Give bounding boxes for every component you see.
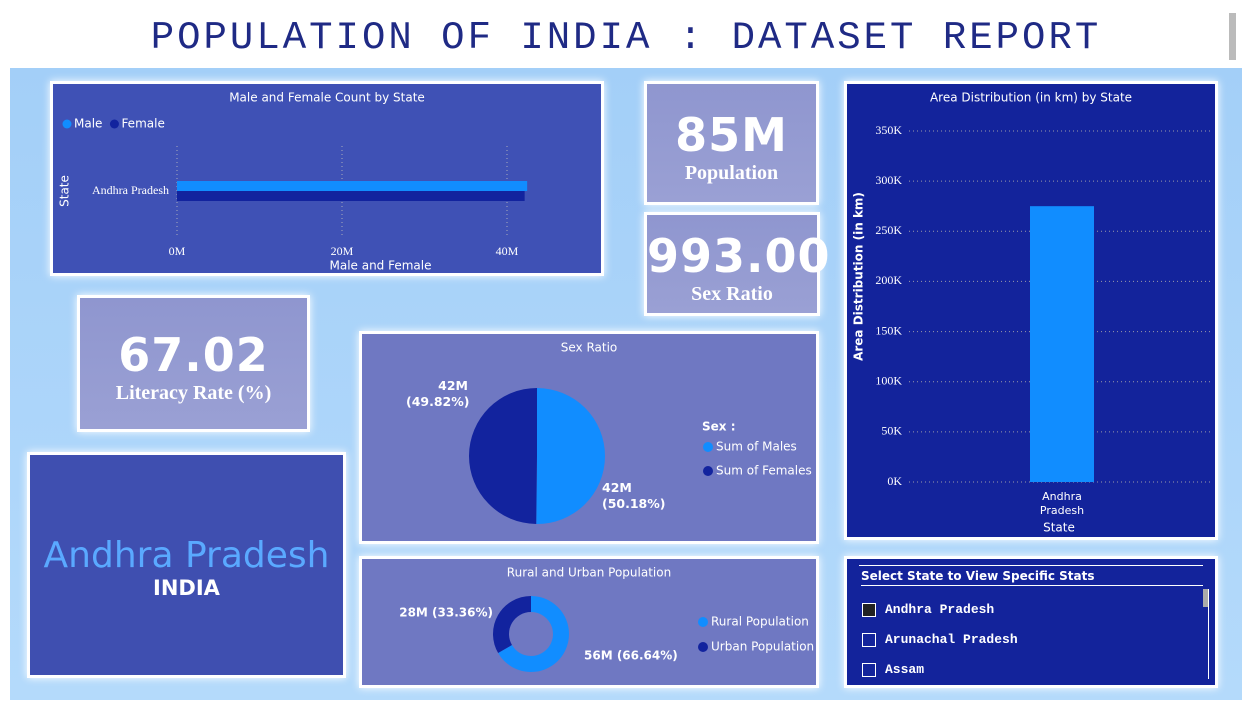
y-tick-label: 350K (875, 123, 902, 137)
y-tick-label: Andhra Pradesh (92, 183, 169, 197)
scrollbar (1229, 13, 1236, 60)
bar (177, 191, 525, 201)
donut-slice (493, 596, 531, 654)
bar (1030, 206, 1094, 482)
legend-label: Rural Population (711, 615, 809, 629)
data-label: 42M (50.18%) (602, 480, 666, 511)
kpi-value: 993.00 (647, 229, 831, 283)
state-slicer: Select State to View Specific Stats Andh… (844, 556, 1218, 688)
slicer-item[interactable]: Assam (885, 662, 925, 677)
chart-title: Area Distribution (in km) by State (930, 91, 1132, 105)
chart: Sex Ratio Sum of Males Sum of Females Sex : (468, 341, 812, 524)
kpi-card: 993.00 Sex Ratio (644, 212, 831, 316)
donut-chart-panel: Rural and Urban Population 56M (66.64%) Ru… (359, 556, 819, 688)
y-tick-label: 50K (881, 424, 902, 438)
legend-title: Sex : (702, 420, 736, 434)
bar (177, 181, 528, 191)
donut-slice (498, 596, 569, 672)
slicer-title: Select State to View Specific Stats (861, 569, 1203, 586)
checkbox[interactable] (862, 603, 876, 617)
kpi-value: 85M (675, 108, 788, 162)
scrollbar (1205, 589, 1209, 679)
y-tick-label: 0K (887, 474, 902, 488)
chart-title: Sex Ratio (561, 341, 618, 355)
x-tick-label: 40M (496, 244, 519, 258)
title-bar: POPULATION OF INDIA : DATASET REPORT (10, 8, 1242, 66)
legend-label: Sum of Males (716, 440, 797, 454)
y-tick-label: 100K (875, 373, 902, 387)
column-chart-panel: Area Distribution (in km) by State 0K 50K 1… (844, 81, 1218, 540)
slicer-item[interactable]: Arunachal Pradesh (885, 632, 1018, 647)
state-name: Andhra Pradesh (43, 535, 330, 576)
state-card: Andhra Pradesh INDIA (27, 452, 346, 678)
checkbox[interactable] (862, 663, 876, 677)
chart: Male and Female Count by State Male Female… (58, 91, 528, 273)
data-label: 28M (33.36%) (399, 606, 493, 620)
y-axis-label: Area Distribution (in km) (852, 192, 866, 361)
slicer-item[interactable]: Andhra Pradesh (885, 602, 995, 617)
kpi-card: 67.02 Literacy Rate (%) (77, 295, 310, 432)
legend-marker (109, 119, 119, 129)
pie-slice (468, 388, 537, 524)
y-tick-label: 250K (875, 223, 902, 237)
legend-marker (698, 642, 708, 652)
y-tick-label: 200K (875, 273, 902, 287)
legend-marker (62, 119, 72, 129)
y-tick-label: 150K (875, 323, 902, 337)
x-tick-label: 20M (331, 244, 354, 258)
chart-title: Male and Female Count by State (229, 91, 425, 105)
legend-label: Male (74, 117, 102, 131)
y-axis-label: State (58, 175, 72, 207)
bar-chart-panel: Male and Female Count by State Male Female… (50, 81, 604, 276)
checkbox[interactable] (862, 633, 876, 647)
legend-marker (703, 466, 713, 476)
kpi-label: Sex Ratio (691, 283, 773, 305)
legend-label: Urban Population (711, 640, 814, 654)
chart: Rural and Urban Population 56M (66.64%) Ru… (399, 566, 814, 672)
kpi-label: Population (684, 162, 779, 184)
y-tick-label: 300K (875, 173, 902, 187)
divider (859, 565, 1203, 566)
pie-slice (536, 388, 605, 524)
kpi-card: 85M Population (644, 81, 819, 205)
pie-chart-panel: Sex Ratio Sum of Males Sum of Females Sex :… (359, 331, 819, 544)
legend-marker (703, 442, 713, 452)
x-tick-label: Andhra Pradesh (1039, 490, 1085, 517)
legend-label: Female (121, 117, 164, 131)
kpi-label: Literacy Rate (%) (115, 382, 272, 404)
report-title: POPULATION OF INDIA : DATASET REPORT (150, 16, 1102, 60)
data-label: 42M (49.82%) (406, 378, 470, 409)
data-label: 56M (66.64%) (584, 649, 678, 663)
kpi-value: 67.02 (118, 328, 269, 382)
scroll-thumb (1203, 589, 1208, 607)
x-tick-label: 0M (169, 244, 186, 258)
chart-title: Rural and Urban Population (507, 566, 671, 580)
legend-marker (698, 617, 708, 627)
country-name: INDIA (153, 576, 220, 600)
legend-label: Sum of Females (716, 464, 812, 478)
x-axis-label: Male and Female (329, 259, 431, 273)
chart: Area Distribution (in km) by State 0K 50K 1… (852, 91, 1211, 535)
x-axis-label: State (1043, 521, 1075, 535)
